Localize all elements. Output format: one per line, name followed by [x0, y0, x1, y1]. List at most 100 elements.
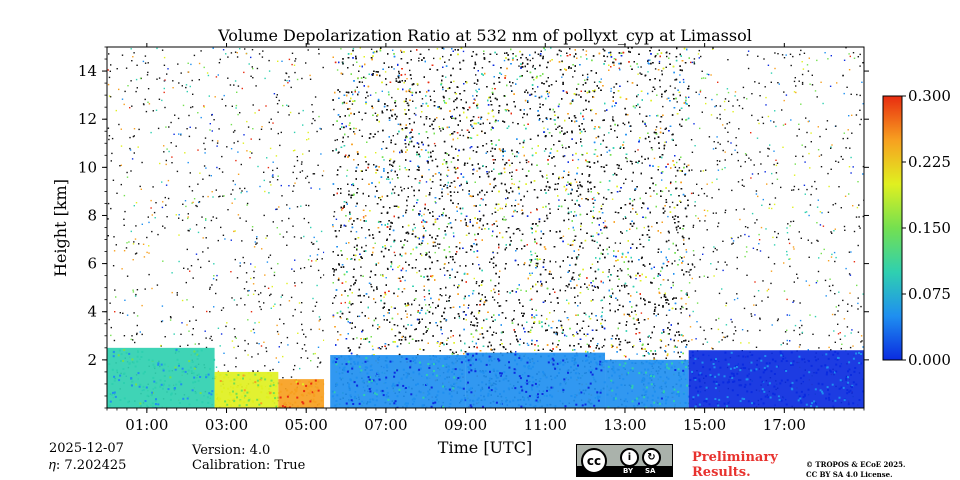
noise-speck [640, 257, 643, 260]
noise-speck [126, 314, 129, 316]
noise-speck [195, 224, 198, 226]
noise-speck [406, 240, 409, 242]
noise-speck [587, 325, 590, 327]
noise-speck [156, 284, 159, 286]
noise-speck [272, 305, 275, 307]
noise-speck [476, 79, 479, 81]
noise-speck [217, 140, 219, 142]
noise-speck [505, 205, 507, 208]
noise-speck [261, 126, 263, 128]
noise-speck [277, 333, 280, 335]
noise-speck [176, 294, 178, 296]
noise-speck [302, 153, 304, 155]
noise-speck [148, 245, 150, 247]
noise-speck [509, 343, 512, 345]
noise-speck [585, 50, 588, 52]
noise-speck [163, 145, 165, 147]
noise-speck [233, 346, 235, 349]
noise-speck [278, 206, 280, 208]
noise-speck [123, 224, 125, 226]
noise-speck [137, 146, 139, 148]
noise-speck [301, 302, 303, 304]
noise-speck [637, 66, 639, 68]
noise-speck [410, 314, 412, 316]
noise-speck [216, 145, 218, 147]
noise-speck [427, 242, 429, 245]
noise-speck [247, 354, 249, 356]
noise-speck [237, 85, 240, 87]
noise-speck [282, 377, 284, 379]
noise-speck [635, 105, 638, 107]
noise-speck [577, 295, 579, 297]
noise-speck [519, 161, 521, 164]
noise-speck [512, 121, 514, 124]
noise-speck [649, 140, 651, 143]
noise-speck [521, 63, 523, 66]
noise-speck [292, 368, 295, 371]
noise-speck [277, 132, 279, 135]
noise-speck [552, 320, 554, 323]
noise-speck [202, 237, 204, 239]
noise-speck [350, 285, 352, 287]
noise-speck [661, 267, 664, 270]
noise-speck [122, 312, 124, 314]
noise-speck [526, 342, 529, 345]
noise-speck [359, 219, 362, 221]
noise-speck [358, 91, 360, 93]
noise-speck [309, 74, 311, 77]
noise-speck [156, 78, 158, 80]
noise-speck [302, 109, 304, 112]
noise-speck [233, 142, 235, 144]
noise-speck [310, 187, 312, 189]
noise-speck [276, 324, 278, 327]
noise-speck [133, 135, 135, 137]
noise-speck [297, 332, 299, 334]
noise-speck [553, 111, 556, 113]
noise-speck [159, 162, 161, 165]
noise-speck [129, 107, 131, 109]
noise-speck [166, 73, 168, 75]
noise-speck [141, 161, 143, 164]
noise-speck [120, 145, 123, 147]
noise-speck [616, 299, 619, 301]
noise-speck [205, 237, 207, 239]
noise-speck [462, 311, 465, 313]
noise-speck [200, 50, 202, 52]
noise-speck [413, 299, 416, 301]
noise-speck [452, 232, 455, 234]
noise-speck [164, 336, 166, 338]
noise-speck [532, 66, 534, 68]
noise-speck [593, 350, 595, 352]
noise-speck [511, 182, 513, 185]
noise-speck [553, 310, 555, 312]
noise-speck [191, 190, 194, 192]
noise-speck [668, 52, 671, 55]
noise-speck [631, 180, 633, 182]
noise-speck [148, 103, 151, 105]
noise-speck [385, 277, 387, 279]
noise-speck [211, 130, 213, 132]
noise-speck [676, 101, 678, 103]
noise-speck [433, 57, 435, 60]
noise-speck [578, 254, 580, 256]
noise-speck [309, 255, 311, 257]
noise-speck [461, 129, 463, 131]
noise-speck [601, 318, 603, 321]
noise-speck [282, 236, 285, 238]
noise-speck [138, 243, 140, 245]
noise-speck [145, 110, 148, 113]
noise-speck [358, 129, 361, 131]
noise-speck [581, 153, 583, 156]
noise-speck [323, 170, 325, 172]
noise-speck [146, 236, 148, 239]
noise-speck [114, 311, 116, 313]
noise-speck [446, 174, 448, 176]
noise-speck [135, 90, 137, 93]
noise-speck [288, 80, 291, 82]
noise-speck [108, 318, 110, 321]
noise-speck [452, 117, 455, 119]
noise-speck [287, 105, 290, 107]
noise-speck [252, 328, 255, 331]
noise-speck [163, 56, 166, 59]
noise-speck [271, 175, 274, 177]
